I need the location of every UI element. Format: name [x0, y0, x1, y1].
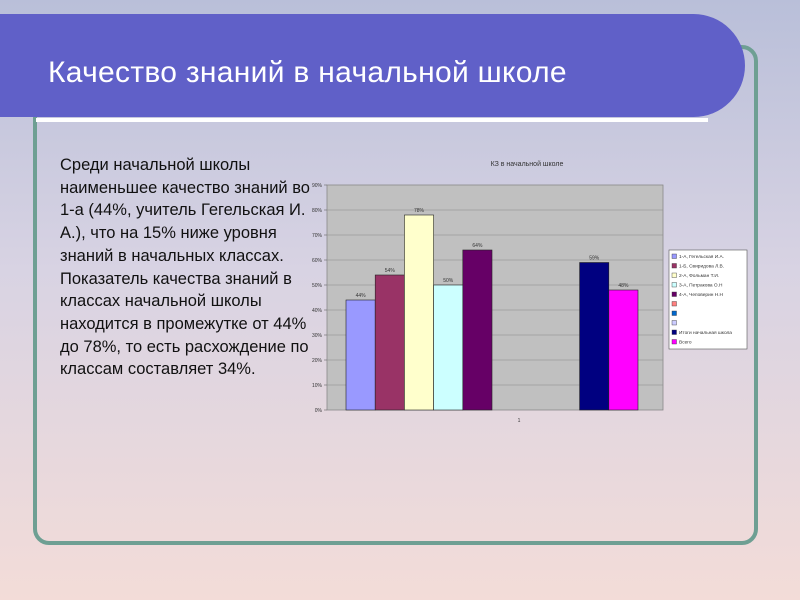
bar-data-label: 54%: [385, 268, 396, 274]
y-tick-label: 50%: [312, 283, 323, 289]
bar: [579, 262, 610, 411]
legend-label: 2-А, Фольман Т.И.: [679, 273, 719, 279]
bar: [462, 249, 493, 411]
title-underline: [36, 118, 708, 122]
bar-data-label: 50%: [443, 278, 454, 284]
legend-swatch: [671, 263, 677, 269]
bar-data-label: 48%: [618, 283, 629, 289]
legend-swatch: [671, 253, 677, 259]
y-tick-label: 80%: [312, 208, 323, 214]
legend-box: [668, 249, 748, 350]
legend-swatch: [671, 282, 677, 288]
y-tick-label: 40%: [312, 308, 323, 314]
y-tick-label: 70%: [312, 233, 323, 239]
bar-data-label: 64%: [472, 243, 483, 249]
bar-data-label: 78%: [414, 208, 425, 214]
bar: [404, 214, 434, 411]
y-tick-label: 10%: [312, 383, 323, 389]
bar: [345, 299, 376, 411]
chart-title: КЗ в начальной школе: [491, 160, 564, 168]
legend-swatch: [671, 291, 677, 297]
bar: [374, 274, 405, 411]
legend-label: 1-Б, Свиридова Л.В.: [679, 264, 724, 270]
y-tick-label: 30%: [312, 333, 323, 339]
legend-label: 1-А, Гегельская И.А.: [679, 254, 724, 260]
legend-swatch: [671, 301, 677, 307]
legend-swatch: [671, 310, 677, 316]
bar: [608, 289, 639, 411]
legend-label: 3-А, Петракова О.Н: [679, 283, 723, 289]
legend-swatch: [671, 329, 677, 335]
legend-label: Итоги начальная школа: [679, 330, 732, 336]
slide-body-text: Среди начальной школы наименьшее качеств…: [60, 156, 310, 379]
bar-data-label: 44%: [356, 293, 367, 299]
legend-label: Всего: [679, 340, 692, 346]
bar-chart: КЗ в начальной школе 0% 10% 20% 30% 40% 50% 60…: [312, 160, 748, 424]
y-tick-label: 20%: [312, 358, 323, 364]
y-tick-label: 0%: [315, 408, 323, 414]
x-tick-label: 1: [518, 418, 521, 424]
title-bar: Качество знаний в начальной школе: [0, 14, 745, 122]
legend-swatch: [671, 320, 677, 326]
bar: [433, 284, 464, 411]
legend-swatch: [671, 272, 677, 278]
legend-swatch: [671, 339, 677, 345]
y-tick-label: 90%: [312, 183, 323, 189]
legend-label: 4-А, Чеповерин Н.Н: [679, 292, 724, 298]
y-tick-label: 60%: [312, 258, 323, 264]
slide-title: Качество знаний в начальной школе: [48, 56, 567, 89]
bar-data-label: 59%: [589, 256, 600, 262]
